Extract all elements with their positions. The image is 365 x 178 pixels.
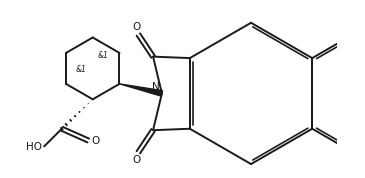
Text: &1: &1 <box>98 51 109 60</box>
Text: O: O <box>133 155 141 165</box>
Polygon shape <box>119 84 162 96</box>
Text: &1: &1 <box>75 65 86 74</box>
Text: O: O <box>92 136 100 146</box>
Text: HO: HO <box>26 142 42 152</box>
Text: N: N <box>152 82 160 92</box>
Text: O: O <box>133 22 141 32</box>
